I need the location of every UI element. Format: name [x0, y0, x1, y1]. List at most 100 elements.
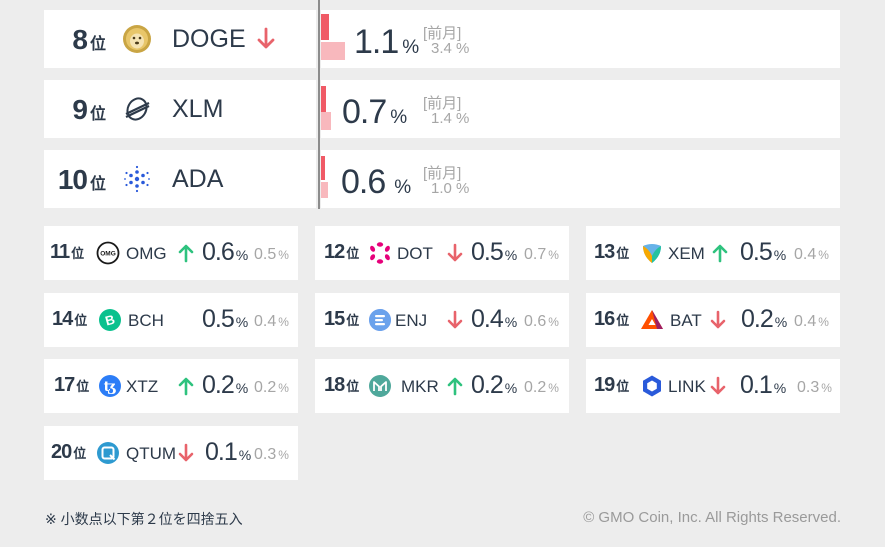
bar-previous-month: [321, 42, 345, 60]
previous-month-value: 0.3%: [254, 446, 289, 463]
maker-icon: [369, 375, 391, 397]
bar-current-month: [321, 14, 329, 40]
coin-symbol: BCH: [128, 311, 164, 330]
share-value: 0.2%: [741, 305, 788, 333]
coin-symbol: OMG: [126, 244, 167, 263]
previous-month-value: 0.2%: [524, 379, 559, 396]
rank-card-18: 18 位 MKR 0.2% 0.2%: [315, 359, 569, 413]
rank-card-12: 12 位 DOT 0.5% 0.7%: [315, 226, 569, 280]
coin-symbol: QTUM: [126, 444, 177, 463]
arrow-down-icon: [447, 243, 463, 262]
previous-month-value: 0.4%: [254, 313, 289, 330]
arrow-down-icon: [257, 27, 275, 49]
rank-number: 18 位: [324, 374, 360, 396]
share-card-10: 0.6% [前月] 1.0 %: [321, 150, 840, 208]
rank-number: 19 位: [594, 374, 630, 396]
svg-text:ꜩ: ꜩ: [104, 379, 117, 395]
doge-icon: [123, 25, 151, 53]
share-value: 0.5%: [471, 238, 518, 266]
stellar-icon: [125, 97, 150, 121]
rank-number: 16 位: [594, 308, 630, 330]
bat-icon: [641, 310, 663, 329]
previous-month-value: 0.7%: [524, 246, 559, 263]
share-value: 0.6%: [341, 163, 412, 201]
share-value: 0.4%: [471, 305, 518, 333]
chainlink-icon: [643, 375, 661, 397]
previous-month-value: 1.4 %: [431, 110, 470, 127]
rank-card-15: 15 位 ENJ 0.4% 0.6%: [315, 293, 569, 347]
coin-symbol: BAT: [670, 311, 702, 330]
tezos-icon: ꜩ: [99, 375, 121, 397]
rank-card-19: 19 位 LINK 0.1% 0.3%: [586, 359, 840, 413]
coin-symbol: ADA: [172, 165, 224, 193]
polkadot-icon: [370, 242, 390, 264]
share-card-8: 1.1% [前月] 3.4 %: [321, 10, 840, 68]
share-value: 1.1%: [354, 23, 420, 61]
rank-number: 11 位: [50, 241, 85, 263]
bar-axis-line: [318, 0, 320, 209]
svg-text:B: B: [104, 312, 117, 329]
previous-month-value: 0.6%: [524, 313, 559, 330]
arrow-down-icon: [178, 443, 194, 462]
cardano-icon: [124, 165, 150, 193]
bitcoin-cash-icon: B: [99, 309, 121, 331]
arrow-down-icon: [447, 310, 463, 329]
share-value: 0.6%: [202, 238, 249, 266]
rank-card-10: 10 位 ADA: [44, 150, 316, 208]
enjin-icon: [369, 309, 391, 331]
bar-previous-month: [321, 112, 331, 130]
previous-month-value: 0.4%: [794, 246, 829, 263]
rank-card-16: 16 位 BAT 0.2% 0.4%: [586, 293, 840, 347]
previous-month-value: 1.0 %: [431, 180, 470, 197]
share-value: 0.5%: [202, 305, 249, 333]
arrow-up-icon: [712, 244, 728, 263]
previous-month-value: 0.5%: [254, 246, 289, 263]
share-value: 0.2%: [202, 371, 249, 399]
share-value: 0.1%: [740, 371, 787, 399]
rank-number: 12 位: [324, 241, 360, 263]
rank-number: 14 位: [52, 308, 88, 330]
rounding-footnote: ※ 小数点以下第２位を四捨五入: [45, 511, 243, 527]
rank-number: 15 位: [324, 308, 360, 330]
previous-month-value: 0.3%: [797, 379, 832, 396]
arrow-down-icon: [710, 310, 726, 329]
coin-symbol: XLM: [172, 95, 224, 123]
qtum-icon: [97, 442, 119, 464]
arrow-up-icon: [447, 377, 463, 396]
coin-symbol: DOGE: [172, 25, 246, 53]
rank-card-14: 14 位 B BCH 0.5% 0.4%: [44, 293, 298, 347]
coin-symbol: MKR: [401, 377, 439, 396]
rank-number: 17 位: [54, 374, 90, 396]
previous-month-label: [前月]: [423, 165, 462, 182]
share-value: 0.7%: [342, 93, 408, 131]
arrow-down-icon: [710, 376, 726, 395]
copyright-notice: © GMO Coin, Inc. All Rights Reserved.: [583, 509, 841, 526]
rank-number: 20 位: [51, 441, 87, 463]
rank-card-20: 20 位 QTUM 0.1% 0.3%: [44, 426, 298, 480]
previous-month-value: 3.4 %: [431, 40, 470, 57]
share-card-9: 0.7% [前月] 1.4 %: [321, 80, 840, 138]
bar-previous-month: [321, 182, 328, 198]
arrow-up-icon: [178, 244, 194, 263]
previous-month-value: 0.2%: [254, 379, 289, 396]
omg-icon: OMG: [96, 241, 120, 265]
share-value: 0.1%: [205, 438, 252, 466]
previous-month-label: [前月]: [423, 25, 462, 42]
coin-symbol: LINK: [668, 377, 706, 396]
rank-number: 13 位: [594, 241, 630, 263]
previous-month-value: 0.4%: [794, 313, 829, 330]
share-value: 0.2%: [471, 371, 518, 399]
rank-number: 10 位: [57, 164, 106, 195]
rank-card-11: 11 位 OMG OMG 0.6% 0.5%: [44, 226, 298, 280]
coin-symbol: XEM: [668, 244, 705, 263]
share-value: 0.5%: [740, 238, 787, 266]
coin-symbol: XTZ: [126, 377, 159, 396]
bar-current-month: [321, 86, 326, 112]
arrow-up-icon: [178, 377, 194, 396]
coin-symbol: ENJ: [395, 311, 428, 330]
rank-card-13: 13 位 XEM 0.5% 0.4%: [586, 226, 840, 280]
